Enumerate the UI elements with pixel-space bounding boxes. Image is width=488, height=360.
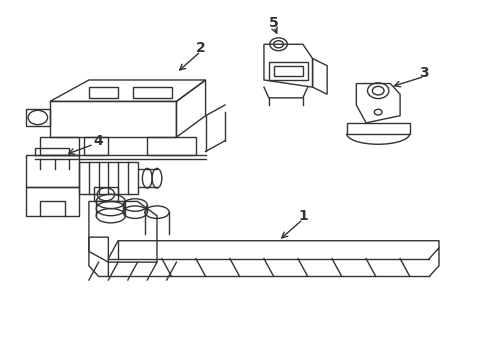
Text: 4: 4 [94,134,103,148]
Text: 3: 3 [419,66,428,80]
Text: 5: 5 [268,16,278,30]
Text: 2: 2 [196,41,205,55]
Text: 1: 1 [297,209,307,223]
